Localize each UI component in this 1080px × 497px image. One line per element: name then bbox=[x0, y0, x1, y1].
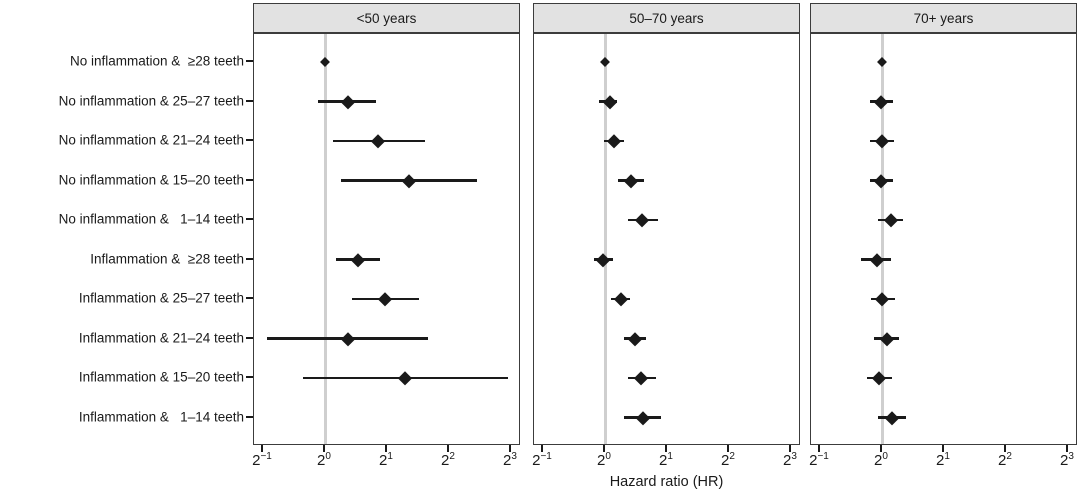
row-label: Inflammation & 21–24 teeth bbox=[78, 330, 244, 345]
reference-line bbox=[323, 34, 327, 444]
hr-diamond-marker bbox=[613, 292, 628, 306]
hr-diamond-marker bbox=[635, 213, 650, 227]
y-axis-tick bbox=[246, 218, 253, 220]
row-label: No inflammation & 15–20 teeth bbox=[58, 172, 244, 187]
hr-diamond-marker bbox=[341, 94, 356, 109]
reference-diamond-marker bbox=[320, 57, 330, 67]
panel-plot-area bbox=[253, 33, 520, 445]
x-axis-tick bbox=[789, 445, 791, 452]
y-axis-tick bbox=[246, 60, 253, 62]
hr-diamond-marker bbox=[636, 410, 650, 425]
hr-diamond-marker bbox=[872, 371, 886, 385]
hr-diamond-marker bbox=[596, 252, 610, 267]
row-label: No inflammation & 1–14 teeth bbox=[58, 211, 244, 227]
x-axis-tick bbox=[818, 445, 820, 452]
row-label: No inflammation & ≥28 teeth bbox=[70, 53, 244, 69]
row-label: No inflammation & 25–27 teeth bbox=[58, 93, 244, 108]
x-axis-tick-label: 20 bbox=[597, 451, 611, 469]
row-label: No inflammation & 21–24 teeth bbox=[58, 132, 244, 148]
x-axis-tick-label: 23 bbox=[783, 451, 797, 469]
hr-diamond-marker bbox=[874, 173, 888, 188]
panel-header: <50 years bbox=[253, 3, 520, 33]
x-axis-tick-label: 23 bbox=[503, 451, 517, 469]
panel-1: <50 years bbox=[253, 0, 520, 497]
x-axis-tick bbox=[509, 445, 511, 452]
hr-diamond-marker bbox=[875, 292, 889, 306]
panel-header: 50–70 years bbox=[533, 3, 800, 33]
hr-diamond-marker bbox=[378, 292, 392, 306]
y-axis-tick bbox=[246, 178, 253, 181]
x-axis-tick bbox=[261, 445, 263, 452]
hr-diamond-marker bbox=[402, 173, 416, 188]
row-label: Inflammation & 15–20 teeth bbox=[78, 369, 244, 385]
x-axis-tick-label: 21 bbox=[936, 451, 950, 469]
hr-diamond-marker bbox=[884, 213, 899, 227]
y-axis-tick bbox=[246, 99, 253, 102]
panel-plot-area bbox=[533, 33, 800, 445]
hr-diamond-marker bbox=[875, 134, 889, 148]
x-axis-tick bbox=[665, 445, 667, 452]
y-axis-tick bbox=[246, 376, 253, 378]
hr-diamond-marker bbox=[398, 371, 412, 385]
x-axis-tick-label: 2−1 bbox=[809, 451, 829, 469]
hr-diamond-marker bbox=[623, 173, 638, 188]
x-axis-tick bbox=[323, 445, 325, 452]
x-axis-tick bbox=[1066, 445, 1068, 452]
x-axis-tick-label: 22 bbox=[441, 451, 455, 469]
hr-diamond-marker bbox=[607, 134, 622, 148]
y-axis-tick bbox=[246, 336, 253, 339]
x-axis-tick-label: 21 bbox=[659, 451, 673, 469]
x-axis-tick-label: 22 bbox=[721, 451, 735, 469]
x-axis-tick bbox=[603, 445, 605, 452]
x-axis-tick-label: 20 bbox=[317, 451, 331, 469]
hr-diamond-marker bbox=[885, 410, 899, 425]
x-axis-tick bbox=[942, 445, 944, 452]
hr-diamond-marker bbox=[351, 252, 365, 267]
x-axis-tick bbox=[385, 445, 387, 452]
y-axis-tick bbox=[246, 139, 253, 141]
hr-diamond-marker bbox=[634, 371, 648, 385]
reference-diamond-marker bbox=[877, 57, 887, 67]
reference-diamond-marker bbox=[600, 57, 610, 67]
hr-diamond-marker bbox=[370, 134, 385, 148]
panel-plot-area bbox=[810, 33, 1077, 445]
x-axis-tick-label: 20 bbox=[874, 451, 888, 469]
reference-line bbox=[880, 34, 884, 444]
reference-line bbox=[603, 34, 607, 444]
x-axis-tick-label: 2−1 bbox=[532, 451, 552, 469]
x-axis-tick bbox=[541, 445, 543, 452]
row-label: Inflammation & 1–14 teeth bbox=[78, 409, 244, 424]
y-axis-tick bbox=[246, 257, 253, 260]
x-axis-tick-label: 21 bbox=[379, 451, 393, 469]
row-label: Inflammation & 25–27 teeth bbox=[78, 290, 244, 306]
hr-diamond-marker bbox=[874, 94, 888, 109]
x-axis-tick bbox=[880, 445, 882, 452]
x-axis-tick bbox=[447, 445, 449, 452]
x-axis-tick-label: 2−1 bbox=[252, 451, 272, 469]
x-axis-tick bbox=[727, 445, 729, 452]
x-axis-tick bbox=[1004, 445, 1006, 452]
x-axis-title: Hazard ratio (HR) bbox=[609, 474, 724, 490]
panel-2: 50–70 years bbox=[533, 0, 800, 497]
y-axis-tick bbox=[246, 415, 253, 418]
hr-diamond-marker bbox=[341, 331, 356, 346]
x-axis-tick-label: 23 bbox=[1060, 451, 1074, 469]
y-axis-tick bbox=[246, 297, 253, 299]
panel-header: 70+ years bbox=[810, 3, 1077, 33]
x-axis-tick-label: 22 bbox=[998, 451, 1012, 469]
hr-diamond-marker bbox=[628, 331, 642, 346]
panel-3: 70+ years bbox=[810, 0, 1077, 497]
row-label: Inflammation & ≥28 teeth bbox=[90, 251, 244, 266]
